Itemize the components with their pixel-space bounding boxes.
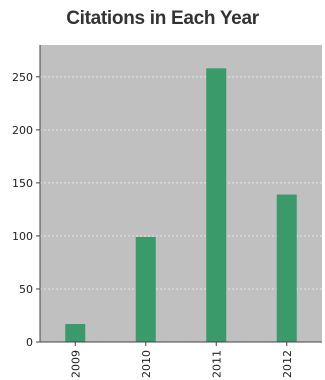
y-tick-label: 50	[19, 283, 33, 296]
bar-2009	[65, 323, 86, 342]
x-tick-label: 2011	[210, 350, 223, 378]
plot-area	[40, 45, 322, 342]
bars	[65, 68, 297, 342]
y-tick-label: 200	[12, 124, 33, 137]
x-tick-label: 2010	[140, 350, 153, 378]
bar-2012	[276, 194, 297, 342]
y-axis-ticks: 0 50 100 150 200 250	[12, 71, 40, 349]
y-tick-label: 0	[26, 336, 33, 349]
chart-title: Citations in Each Year	[66, 8, 259, 29]
x-tick-label: 2012	[281, 350, 294, 378]
y-tick-label: 250	[12, 71, 33, 84]
y-tick-label: 100	[12, 230, 33, 243]
x-tick-label: 2009	[69, 350, 82, 378]
y-tick-label: 150	[12, 177, 33, 190]
bar-2011	[206, 68, 227, 342]
bar-2010	[135, 236, 156, 342]
grid-lines	[40, 76, 322, 290]
x-axis-ticks: 2009 2010 2011 2012	[69, 342, 294, 378]
axes	[39, 45, 322, 343]
